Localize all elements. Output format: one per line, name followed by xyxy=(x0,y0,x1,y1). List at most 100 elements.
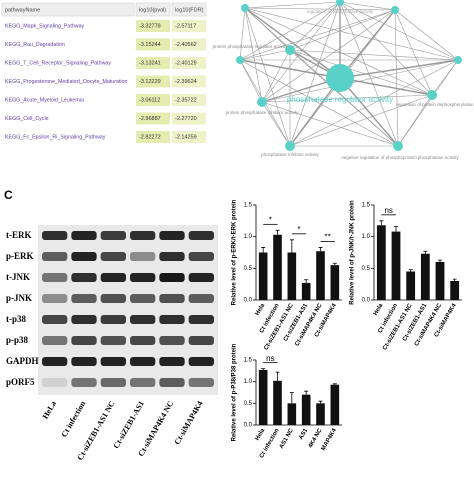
blot-band xyxy=(71,294,97,303)
network-edge xyxy=(261,1,341,103)
bar xyxy=(330,265,340,300)
blot-row-label: GAPDH xyxy=(6,356,39,366)
error-bar xyxy=(275,229,280,235)
network-edge xyxy=(244,7,291,147)
number-cell: -3.06112 xyxy=(139,97,160,103)
number-cell: -3.15244 xyxy=(139,42,161,48)
significance-label: ns xyxy=(384,206,392,215)
cell xyxy=(136,131,170,143)
network-node xyxy=(326,64,354,92)
number-cell: -2.40562 xyxy=(175,42,197,48)
x-tick-label: AS1 xyxy=(298,427,309,441)
blot-band xyxy=(159,231,185,240)
header-text: pathwayName xyxy=(5,7,40,13)
network-edge xyxy=(339,1,433,96)
blot-band xyxy=(42,252,68,261)
blot-band xyxy=(100,336,126,345)
error-bar xyxy=(318,400,323,404)
bar xyxy=(287,403,297,425)
network-edge xyxy=(239,59,399,147)
bar xyxy=(273,234,282,300)
network-edge xyxy=(261,101,399,147)
network-edge xyxy=(239,7,246,61)
number-cell: -3.32778 xyxy=(139,23,161,29)
blot-band xyxy=(42,294,68,303)
network-edge xyxy=(289,1,341,51)
bar xyxy=(316,403,325,425)
network-node xyxy=(285,45,295,55)
blot-band xyxy=(71,357,97,366)
bar xyxy=(391,231,401,300)
blot-band xyxy=(130,357,156,366)
pathway-name: KEGG_Cell_Cycle xyxy=(5,116,49,122)
bar xyxy=(330,384,340,425)
bar xyxy=(258,369,268,425)
blot-row-label: p-JNK xyxy=(6,293,32,303)
blot-band xyxy=(130,315,156,324)
cell xyxy=(136,94,170,106)
blot-band xyxy=(159,336,185,345)
error-bar xyxy=(304,390,309,395)
network-node xyxy=(236,56,244,64)
bar xyxy=(420,253,430,300)
y-tick-label: 1.0 xyxy=(244,234,253,240)
network-edge xyxy=(339,1,399,147)
cell xyxy=(136,20,170,32)
blot-band xyxy=(159,357,185,366)
network-edge xyxy=(244,7,396,11)
network-edge xyxy=(289,1,341,147)
y-tick-label: 0.0 xyxy=(362,298,371,304)
y-tick-label: 1.5 xyxy=(362,203,371,209)
significance-label: ns xyxy=(266,354,274,363)
cell xyxy=(172,38,206,51)
blot-band xyxy=(159,252,185,261)
network-edge xyxy=(289,49,433,96)
blot-band xyxy=(130,294,156,303)
network-edge xyxy=(431,59,459,96)
header-cell xyxy=(135,2,171,17)
error-bar xyxy=(332,383,337,385)
blot-band xyxy=(188,231,214,240)
blot-band xyxy=(71,315,97,324)
blot-band xyxy=(100,273,126,282)
blot-row-label: p-ERK xyxy=(6,251,34,261)
header-text: log10(FDR) xyxy=(175,7,204,13)
cell xyxy=(172,75,206,88)
network-edge xyxy=(397,59,459,147)
error-bar xyxy=(318,247,323,252)
blot-band xyxy=(100,252,126,261)
blot-band xyxy=(188,294,214,303)
y-tick-label: 0.0 xyxy=(244,298,253,304)
pathway-name: KEGG_Fc_Epsilon_Ri_Signaling_Pathway xyxy=(5,134,106,140)
y-axis-label: Relative level of p-ERK/t-ERK protein xyxy=(232,199,238,305)
significance-label: * xyxy=(269,215,272,224)
x-tick-label: Hela xyxy=(373,302,385,317)
blot-band xyxy=(71,273,97,282)
cell xyxy=(136,75,170,88)
network-edge xyxy=(244,1,341,9)
blot-band xyxy=(42,273,68,282)
blot-band xyxy=(100,315,126,324)
blot-band xyxy=(130,252,156,261)
number-cell: -3.12229 xyxy=(139,79,161,85)
blot-band xyxy=(188,378,214,387)
y-tick-label: 1.0 xyxy=(362,234,371,240)
network-edge xyxy=(261,49,291,103)
blot-band xyxy=(71,378,97,387)
error-bar xyxy=(261,247,266,253)
network-edge xyxy=(239,9,396,61)
number-cell: -2.96887 xyxy=(139,116,161,122)
bar xyxy=(301,282,311,300)
panel-label: C xyxy=(4,188,13,202)
blot-row-label: t-p38 xyxy=(6,314,26,324)
network-node xyxy=(285,141,295,151)
network-edge xyxy=(244,7,263,103)
node-label: protein phosphatase inhibitor activity xyxy=(226,110,300,115)
cell xyxy=(172,112,206,125)
network-edge xyxy=(244,7,399,147)
error-bar xyxy=(289,392,294,404)
bar xyxy=(376,225,386,300)
y-tick-label: 0.5 xyxy=(362,266,371,272)
y-tick-label: 1.5 xyxy=(244,203,253,209)
